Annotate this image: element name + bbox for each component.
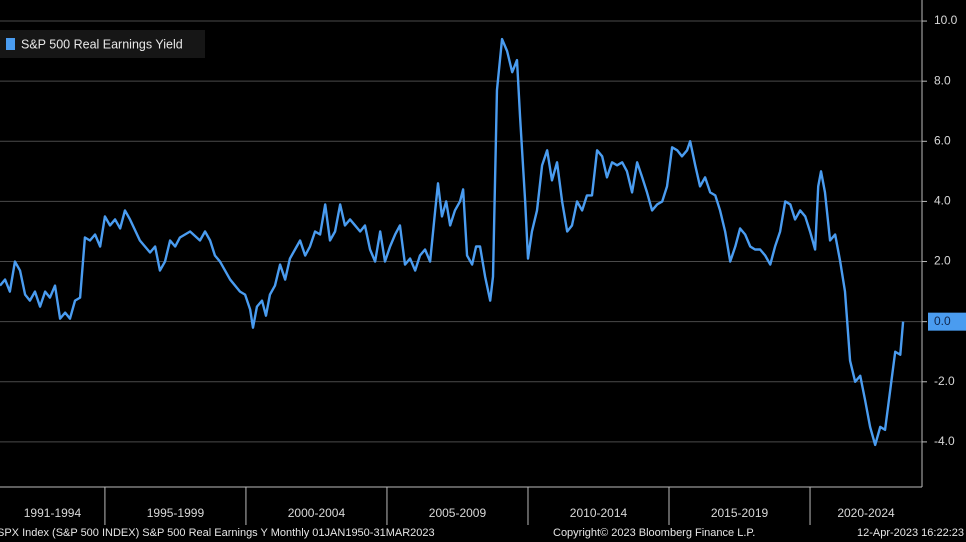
x-tick-label: 2000-2004 <box>288 506 346 520</box>
footer-date: 12-Apr-2023 16:22:23 <box>857 527 964 539</box>
y-tick-label: -4.0 <box>934 434 955 448</box>
y-tick-label: 4.0 <box>934 194 951 208</box>
y-tick-label: 8.0 <box>934 73 951 87</box>
y-tick-label: 6.0 <box>934 133 951 147</box>
y-tick-label: 10.0 <box>934 13 958 27</box>
x-tick-label: 2005-2009 <box>429 506 487 520</box>
x-tick-label: 2015-2019 <box>711 506 769 520</box>
last-value-box <box>928 312 966 331</box>
last-value-label: 0.0 <box>934 314 951 328</box>
legend-label: S&P 500 Real Earnings Yield <box>21 37 183 51</box>
x-tick-label: 1995-1999 <box>147 506 205 520</box>
y-tick-label: -2.0 <box>934 374 955 388</box>
x-tick-label: 2020-2024 <box>837 506 895 520</box>
footer-copyright: Copyright© 2023 Bloomberg Finance L.P. <box>553 527 755 539</box>
footer-source: SPX Index (S&P 500 INDEX) S&P 500 Real E… <box>0 527 435 539</box>
x-tick-label: 2010-2014 <box>570 506 628 520</box>
legend-box <box>0 30 205 58</box>
legend-swatch <box>6 38 15 50</box>
y-tick-label: 2.0 <box>934 254 951 268</box>
x-tick-label: 1991-1994 <box>24 506 82 520</box>
series-line <box>0 37 905 447</box>
